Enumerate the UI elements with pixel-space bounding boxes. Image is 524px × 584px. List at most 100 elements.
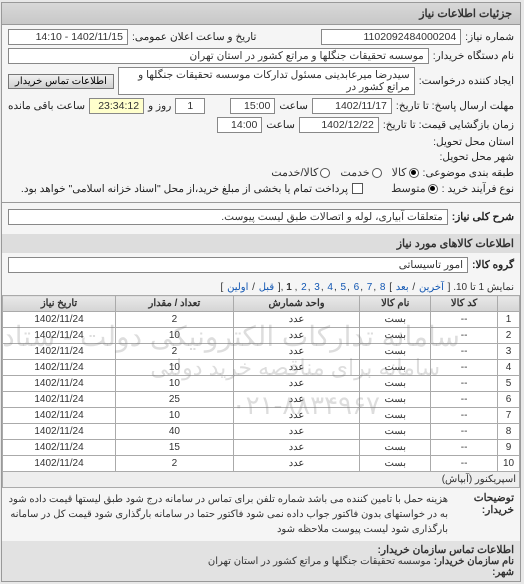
price-time: 14:00 — [218, 117, 263, 133]
cell-qty: 10 — [117, 360, 235, 376]
cell-name: بست — [361, 424, 432, 440]
th-qty: تعداد / مقدار — [117, 296, 235, 312]
cell-unit: عدد — [234, 376, 361, 392]
cell-i: 3 — [499, 344, 521, 360]
pager-page-4[interactable]: 4 — [328, 282, 334, 293]
pager-page-2[interactable]: 2 — [302, 282, 308, 293]
group-value: امور تاسیساتی — [9, 257, 469, 273]
footer-org-value: موسسه تحقیقات جنگلها و مراتع کشور در است… — [209, 556, 432, 567]
table-row: 2--بستعدد101402/11/24 — [4, 328, 521, 344]
cell-date: 1402/11/24 — [4, 408, 117, 424]
cell-unit: عدد — [234, 360, 361, 376]
pager-prev[interactable]: قبل — [260, 282, 275, 293]
cell-i: 4 — [499, 360, 521, 376]
deadline-label: مهلت ارسال پاسخ: تا تاریخ: — [397, 100, 515, 112]
cell-i: 1 — [499, 312, 521, 328]
th-idx — [499, 296, 521, 312]
pager-page-3[interactable]: 3 — [315, 282, 321, 293]
cell-date: 1402/11/24 — [4, 360, 117, 376]
radio-mid[interactable]: متوسط — [392, 182, 439, 195]
pager-current: 1 — [287, 282, 293, 293]
pager-next[interactable]: بعد — [397, 282, 410, 293]
cell-i: 2 — [499, 328, 521, 344]
pager-prefix: نمایش 1 تا 10. [ — [446, 282, 515, 293]
need-no-label: شماره نیاز: — [466, 31, 515, 43]
delivery-state-label: استان محل تحویل: — [434, 136, 515, 148]
remaining-time: 23:34:12 — [90, 98, 145, 114]
cell-date: 1402/11/24 — [4, 376, 117, 392]
radio-goods-dot — [410, 168, 420, 178]
price-deadline-label: زمان بازگشایی قیمت: تا تاریخ: — [384, 119, 515, 131]
pager-last[interactable]: آخرین — [420, 282, 445, 293]
treasury-note: پرداخت تمام یا بخشی از مبلغ خرید،از محل … — [22, 183, 349, 195]
cell-date: 1402/11/24 — [4, 424, 117, 440]
deadline-date: 1402/11/17 — [313, 98, 393, 114]
remaining-label: ساعت باقی مانده — [9, 100, 86, 112]
th-name: نام کالا — [361, 296, 432, 312]
delivery-city-label: شهر محل تحویل: — [440, 151, 515, 163]
cell-date: 1402/11/24 — [4, 344, 117, 360]
deadline-time: 15:00 — [231, 98, 276, 114]
cell-i: 5 — [499, 376, 521, 392]
radio-goods-label: کالا — [393, 166, 408, 179]
cell-unit: عدد — [234, 440, 361, 456]
cell-i: 6 — [499, 392, 521, 408]
buy-process-label: نوع فرآیند خرید : — [443, 183, 515, 195]
radio-goods-service[interactable]: کالا/خدمت — [272, 166, 331, 179]
announce-label: تاریخ و ساعت اعلان عمومی: — [133, 31, 257, 43]
category-radio-group: کالا خدمت کالا/خدمت — [272, 166, 419, 179]
treasury-checkbox[interactable] — [353, 183, 364, 194]
contact-info-button[interactable]: اطلاعات تماس خریدار — [9, 74, 115, 89]
footer-city-label: شهر: — [493, 567, 515, 578]
need-no-value: 1102092484000204 — [322, 29, 462, 45]
pager-page-8[interactable]: 8 — [381, 282, 387, 293]
cell-date: 1402/11/24 — [4, 456, 117, 472]
table-row: 7--بستعدد101402/11/24 — [4, 408, 521, 424]
footer-title: اطلاعات تماس سازمان خریدار: — [9, 544, 515, 556]
th-code: کد کالا — [432, 296, 499, 312]
radio-goods[interactable]: کالا — [393, 166, 420, 179]
table-footer-action: اسپریکنور (آبپاش) — [4, 472, 521, 488]
need-subject-row: شرح کلی نیاز: متعلقات آبیاری، لوله و اتص… — [3, 202, 521, 234]
cell-unit: عدد — [234, 312, 361, 328]
need-subject-label: شرح کلی نیاز: — [453, 211, 515, 223]
radio-mid-label: متوسط — [392, 182, 427, 195]
cell-qty: 2 — [117, 456, 235, 472]
footer-org-label: نام سازمان خریدار: — [435, 556, 515, 567]
remaining-days: 1 — [176, 98, 206, 114]
cell-name: بست — [361, 312, 432, 328]
pager-first[interactable]: اولین — [228, 282, 249, 293]
cell-qty: 2 — [117, 344, 235, 360]
header-form: شماره نیاز: 1102092484000204 تاریخ و ساع… — [3, 25, 521, 202]
cell-name: بست — [361, 360, 432, 376]
goods-table-wrap: سامانه تدارکات الکترونیکی دولت - ستاد ای… — [3, 295, 521, 488]
pager-page-7[interactable]: 7 — [368, 282, 374, 293]
radio-service-dot — [373, 168, 383, 178]
cell-unit: عدد — [234, 424, 361, 440]
cell-unit: عدد — [234, 392, 361, 408]
cell-name: بست — [361, 328, 432, 344]
pager-page-5[interactable]: 5 — [342, 282, 348, 293]
buyer-org-value: موسسه تحقیقات جنگلها و مراتع کشور در است… — [9, 48, 430, 64]
goods-table: کد کالا نام کالا واحد شمارش تعداد / مقدا… — [3, 295, 521, 488]
day-and-label: روز و — [149, 100, 172, 112]
cell-qty: 10 — [117, 408, 235, 424]
cell-name: بست — [361, 456, 432, 472]
radio-goods-service-dot — [321, 168, 331, 178]
details-panel: جزئیات اطلاعات نیاز شماره نیاز: 11020924… — [2, 2, 522, 582]
cell-qty: 10 — [117, 328, 235, 344]
cell-date: 1402/11/24 — [4, 328, 117, 344]
radio-goods-service-label: کالا/خدمت — [272, 166, 319, 179]
group-label: گروه کالا: — [473, 259, 515, 271]
cell-date: 1402/11/24 — [4, 392, 117, 408]
radio-service[interactable]: خدمت — [341, 166, 382, 179]
cell-code: -- — [432, 328, 499, 344]
time-label-2: ساعت — [267, 119, 296, 131]
cell-i: 9 — [499, 440, 521, 456]
buyer-org-label: نام دستگاه خریدار: — [434, 50, 515, 62]
cell-name: بست — [361, 440, 432, 456]
pager-page-6[interactable]: 6 — [355, 282, 361, 293]
table-row: 5--بستعدد101402/11/24 — [4, 376, 521, 392]
notes-label: توضیحات خریدار: — [455, 492, 515, 537]
radio-mid-dot — [429, 184, 439, 194]
